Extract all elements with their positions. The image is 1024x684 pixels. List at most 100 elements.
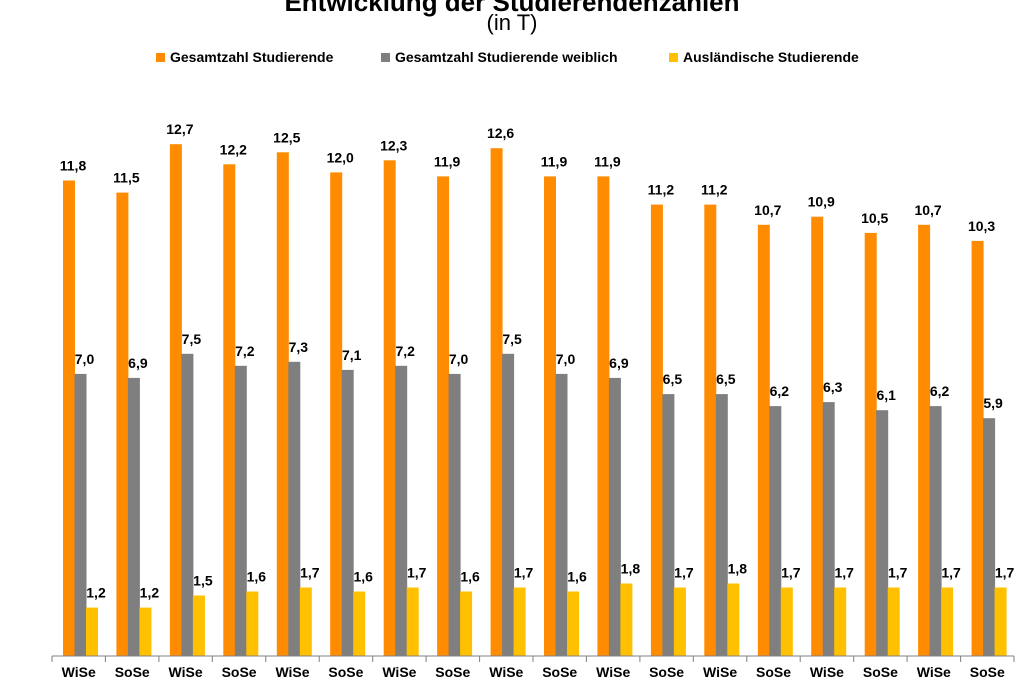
data-label-total-3: 12,7 xyxy=(166,121,193,137)
x-tick-label-8: SoSe xyxy=(435,664,470,680)
bar-foreign-7 xyxy=(406,587,419,656)
x-tick-label-9: WiSe xyxy=(489,664,523,680)
bar-foreign-16 xyxy=(887,587,900,656)
x-tick-label-12: SoSe xyxy=(649,664,684,680)
data-label-female-4: 7,2 xyxy=(235,343,255,359)
data-label-female-10: 7,0 xyxy=(556,351,576,367)
data-label-total-6: 12,0 xyxy=(327,149,354,165)
data-label-female-3: 7,5 xyxy=(182,331,202,347)
x-tick-label-13: WiSe xyxy=(703,664,737,680)
chart-title: Entwicklung der Studierendenzahlen xyxy=(284,0,739,17)
data-label-female-17: 6,2 xyxy=(930,383,950,399)
data-label-total-16: 10,5 xyxy=(861,210,888,226)
bar-total-3 xyxy=(169,144,182,656)
x-tick-label-7: WiSe xyxy=(382,664,416,680)
data-labels-layer: 11,8 11,5 12,7 12,2 12,5 12,0 12,3 11,9 12,6 11,9… xyxy=(60,121,1015,600)
bar-female-18 xyxy=(983,418,996,656)
data-label-female-8: 7,0 xyxy=(449,351,469,367)
x-tickmarks-layer xyxy=(51,656,1015,662)
data-label-foreign-7: 1,7 xyxy=(407,565,427,581)
legend-swatch-foreign xyxy=(669,53,678,62)
bar-total-16 xyxy=(864,232,877,656)
x-tick-label-5: WiSe xyxy=(275,664,309,680)
bar-female-6 xyxy=(341,369,354,656)
data-label-female-14: 6,2 xyxy=(770,383,790,399)
legend-label-total: Gesamtzahl Studierende xyxy=(170,49,334,65)
data-label-total-12: 11,2 xyxy=(648,182,675,198)
data-label-foreign-18: 1,7 xyxy=(995,565,1015,581)
bar-total-12 xyxy=(650,204,663,656)
data-label-foreign-8: 1,6 xyxy=(460,569,480,585)
data-label-foreign-10: 1,6 xyxy=(567,569,587,585)
data-label-foreign-12: 1,7 xyxy=(674,565,694,581)
data-label-female-7: 7,2 xyxy=(395,343,415,359)
data-label-foreign-1: 1,2 xyxy=(86,585,106,601)
x-tick-label-6: SoSe xyxy=(328,664,363,680)
x-tick-label-1: WiSe xyxy=(62,664,96,680)
data-label-female-2: 6,9 xyxy=(128,355,148,371)
bar-foreign-1 xyxy=(86,607,98,656)
bar-female-17 xyxy=(929,406,942,656)
bar-foreign-8 xyxy=(460,591,473,656)
x-tick-label-18: SoSe xyxy=(970,664,1005,680)
bar-total-9 xyxy=(490,148,503,656)
data-label-total-13: 11,2 xyxy=(701,182,728,198)
bar-foreign-11 xyxy=(620,583,633,656)
bar-female-9 xyxy=(502,353,515,657)
data-label-foreign-17: 1,7 xyxy=(941,565,961,581)
bar-total-8 xyxy=(437,176,450,656)
data-label-foreign-2: 1,2 xyxy=(140,585,160,601)
x-tick-label-17: WiSe xyxy=(917,664,951,680)
data-label-total-11: 11,9 xyxy=(594,153,621,169)
data-label-foreign-4: 1,6 xyxy=(247,569,267,585)
data-label-female-11: 6,9 xyxy=(609,355,629,371)
bar-total-11 xyxy=(597,176,610,656)
bars-layer xyxy=(63,144,1007,657)
bar-foreign-2 xyxy=(139,607,152,656)
bar-foreign-5 xyxy=(299,587,312,656)
data-label-total-18: 10,3 xyxy=(968,218,995,234)
bar-foreign-4 xyxy=(246,591,259,656)
bar-female-4 xyxy=(234,365,247,656)
bar-female-10 xyxy=(555,373,568,656)
data-label-total-8: 11,9 xyxy=(434,153,461,169)
bar-female-11 xyxy=(608,377,621,656)
legend-swatch-total xyxy=(156,53,165,62)
bar-total-17 xyxy=(918,224,931,657)
bar-total-14 xyxy=(757,224,770,657)
x-tick-label-4: SoSe xyxy=(222,664,257,680)
data-label-female-13: 6,5 xyxy=(716,371,736,387)
bar-total-15 xyxy=(811,216,824,656)
data-label-total-9: 12,6 xyxy=(487,125,514,141)
x-tick-label-14: SoSe xyxy=(756,664,791,680)
bar-total-4 xyxy=(223,164,236,657)
data-label-total-15: 10,9 xyxy=(808,194,835,210)
bar-total-18 xyxy=(971,240,984,656)
bar-foreign-9 xyxy=(513,587,526,656)
x-tick-label-11: WiSe xyxy=(596,664,630,680)
data-label-total-10: 11,9 xyxy=(541,153,568,169)
bar-foreign-18 xyxy=(994,587,1007,656)
bar-total-7 xyxy=(383,160,396,657)
legend-label-female: Gesamtzahl Studierende weiblich xyxy=(395,49,618,65)
bar-female-16 xyxy=(876,410,889,656)
bar-female-5 xyxy=(288,361,301,656)
data-label-female-6: 7,1 xyxy=(342,347,362,363)
legend-swatch-female xyxy=(381,53,390,62)
bar-foreign-12 xyxy=(673,587,686,656)
data-label-foreign-6: 1,6 xyxy=(353,569,373,585)
bar-foreign-3 xyxy=(192,595,205,656)
data-label-total-17: 10,7 xyxy=(914,202,941,218)
x-tick-label-16: SoSe xyxy=(863,664,898,680)
bar-female-12 xyxy=(662,394,675,656)
bar-female-2 xyxy=(127,377,140,656)
data-label-foreign-14: 1,7 xyxy=(781,565,801,581)
bar-foreign-15 xyxy=(834,587,847,656)
data-label-foreign-3: 1,5 xyxy=(193,573,213,589)
bar-female-1 xyxy=(74,373,87,656)
chart-subtitle: (in T) xyxy=(487,10,538,35)
data-label-female-9: 7,5 xyxy=(502,331,522,347)
data-label-foreign-11: 1,8 xyxy=(621,561,641,577)
data-label-foreign-13: 1,8 xyxy=(728,561,748,577)
